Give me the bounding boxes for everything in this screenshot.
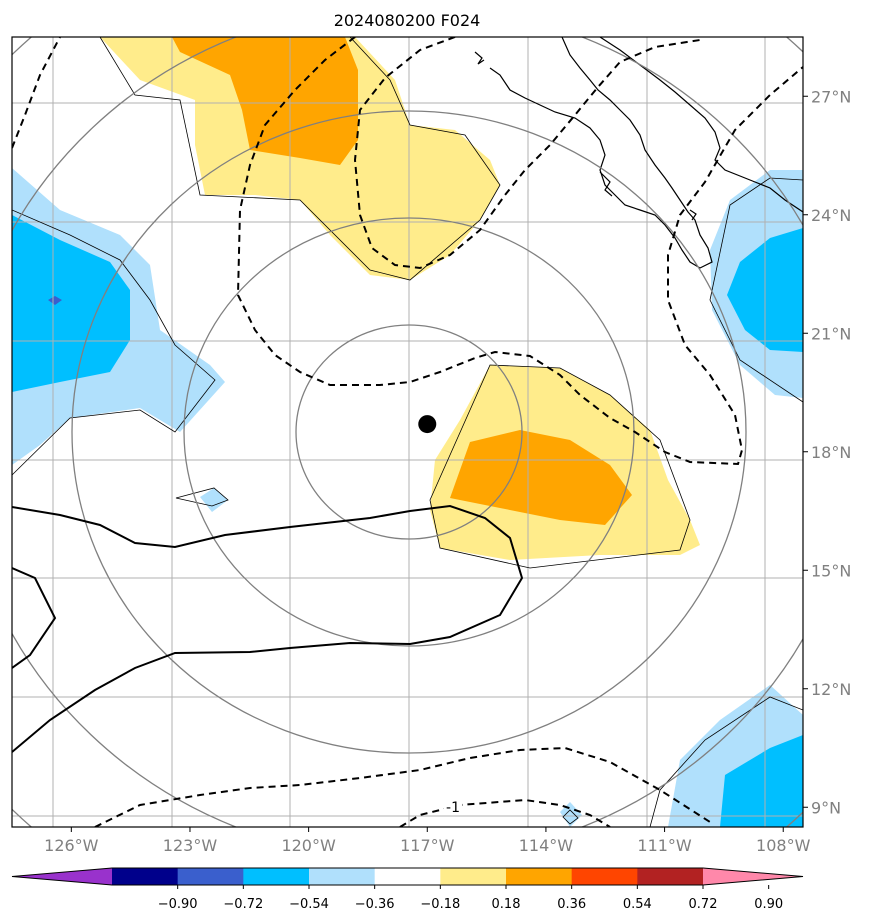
colorbar-segment [243, 868, 310, 885]
plot-frame [11, 36, 804, 828]
lat-tick-label: 12°N [811, 680, 851, 699]
longitude-ticks: 126°W 123°W 120°W 117°W 114°W 111°W 108°W [44, 827, 811, 855]
lat-tick-label: 15°N [811, 561, 851, 580]
colorbar-segment [440, 868, 507, 885]
thin-outlines [12, 37, 803, 827]
colorbar-tick-label: 0.54 [623, 897, 652, 912]
colorbar-tick-label: 0.18 [492, 897, 521, 912]
gridlines [12, 37, 803, 827]
colorbar-tick-label: 0.90 [754, 897, 783, 912]
filled-contours [12, 37, 803, 827]
lon-tick-label: 120°W [281, 836, 336, 855]
colorbar-segment [637, 868, 704, 885]
negative-anomaly-speck [200, 488, 228, 512]
colorbar-tick-label: −0.90 [158, 897, 198, 912]
negative-anomaly-speck [560, 802, 582, 827]
figure-title: 2024080200 F024 [334, 11, 481, 30]
latitude-ticks: 9°N 12°N 15°N 18°N 21°N 24°N 27°N [803, 87, 851, 817]
colorbar-segment [374, 868, 441, 885]
lat-tick-label: 24°N [811, 206, 851, 225]
contour-label-background [444, 797, 462, 814]
colorbar-tick-label: −0.36 [355, 897, 395, 912]
dashed-contours [12, 37, 803, 827]
negative-anomaly-region-southeast-core [720, 735, 803, 827]
lat-tick-label: 27°N [811, 87, 851, 106]
colorbar-tick-label: −0.18 [420, 897, 460, 912]
colorbar-tick-label: 0.72 [689, 897, 718, 912]
lon-tick-label: 123°W [163, 836, 218, 855]
colorbar-segment [177, 868, 244, 885]
lat-tick-label: 9°N [811, 798, 841, 817]
lat-tick-label: 21°N [811, 324, 851, 343]
positive-anomaly-region-north [100, 37, 500, 280]
lon-tick-label: 114°W [519, 836, 574, 855]
negative-anomaly-region-west-core [12, 215, 130, 392]
storm-center-marker [418, 415, 437, 434]
colorbar-segment [112, 868, 179, 885]
lon-tick-label: 111°W [637, 836, 692, 855]
colorbar: −0.90 −0.72 −0.54 −0.36 −0.18 0.18 0.36 0.54 0.7… [11, 867, 804, 912]
colorbar-tick-label: −0.54 [289, 897, 329, 912]
contour-label: -1 [446, 800, 460, 816]
negative-anomaly-speck [48, 296, 62, 305]
colorbar-extend-high [703, 868, 803, 885]
lon-tick-label: 117°W [400, 836, 455, 855]
solid-contours [12, 504, 524, 753]
colorbar-segment [309, 868, 376, 885]
colorbar-outline [11, 867, 804, 886]
colorbar-segment [571, 868, 638, 885]
colorbar-extend-low [12, 868, 112, 885]
colorbar-tick-label: 0.36 [557, 897, 586, 912]
lon-tick-label: 108°W [756, 836, 811, 855]
coastline [474, 37, 803, 269]
colorbar-segment [506, 868, 573, 885]
positive-anomaly-region-north-core [172, 37, 358, 165]
lat-tick-label: 18°N [811, 443, 851, 462]
colorbar-tick-label: −0.72 [223, 897, 263, 912]
lon-tick-label: 126°W [44, 836, 99, 855]
